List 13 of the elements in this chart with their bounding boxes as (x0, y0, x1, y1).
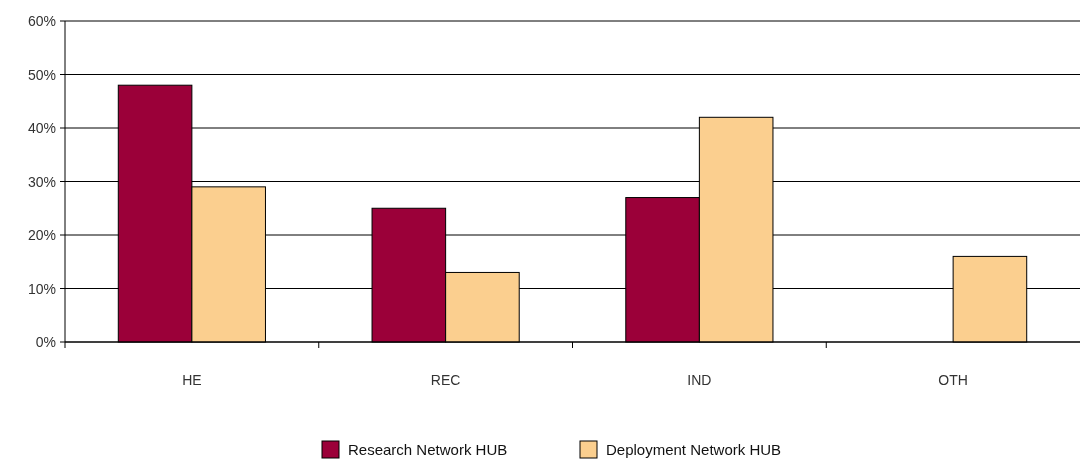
y-tick-label: 60% (27, 13, 56, 29)
x-tick-label: OTH (938, 372, 968, 388)
legend-label: Research Network HUB (348, 441, 508, 458)
y-tick-label: 50% (27, 66, 56, 83)
x-tick-label: HE (182, 372, 202, 388)
y-tick-label: 40% (27, 120, 56, 136)
y-tick-label: 30% (27, 173, 56, 190)
y-tick-label: 20% (27, 227, 56, 243)
x-tick-label: REC (430, 372, 461, 388)
x-tick-label: IND (687, 372, 712, 388)
legend-label: Deployment Network HUB (606, 441, 782, 458)
y-tick-label: 10% (27, 280, 56, 297)
y-tick-label: 0% (35, 334, 56, 350)
